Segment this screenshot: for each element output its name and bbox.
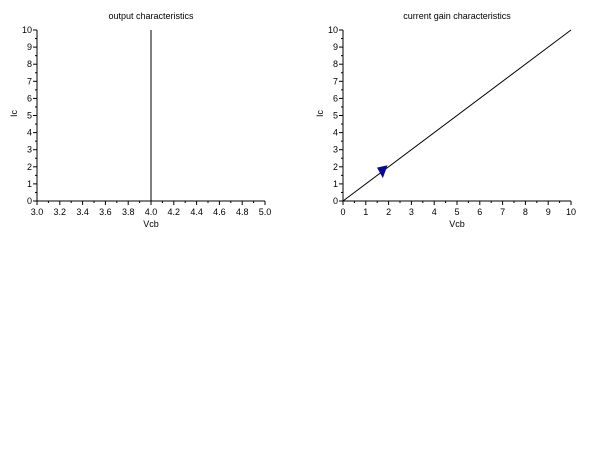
y-tick-label: 3 <box>333 145 338 155</box>
y-tick-label: 10 <box>328 25 338 35</box>
y-tick-label: 2 <box>333 162 338 172</box>
y-tick-label: 8 <box>333 59 338 69</box>
y-tick-label: 0 <box>27 196 32 206</box>
y-axis-label: Ic <box>315 110 325 118</box>
x-tick-label: 3.8 <box>122 207 135 217</box>
y-tick-label: 9 <box>27 42 32 52</box>
x-tick-label: 3.6 <box>99 207 112 217</box>
y-tick-label: 5 <box>27 111 32 121</box>
y-tick-label: 7 <box>333 76 338 86</box>
y-tick-label: 2 <box>27 162 32 172</box>
y-tick-label: 8 <box>27 59 32 69</box>
x-tick-label: 4.6 <box>213 207 226 217</box>
series-line <box>342 29 572 202</box>
y-tick-label: 0 <box>333 196 338 206</box>
arrow-marker <box>376 165 388 179</box>
y-axis-label: Ic <box>9 110 19 118</box>
output-characteristics-chart: output characteristics 0 1 2 3 4 5 6 7 8 9 10 3.0 3.2… <box>9 11 271 229</box>
x-tick-label: 1 <box>363 207 368 217</box>
x-tick-label: 2 <box>386 207 391 217</box>
x-axis-label: Vcb <box>143 219 159 229</box>
x-tick-label: 5.0 <box>259 207 272 217</box>
x-tick-label: 5 <box>454 207 459 217</box>
x-tick-label: 6 <box>477 207 482 217</box>
y-tick-label: 1 <box>27 179 32 189</box>
x-tick-label: 3 <box>409 207 414 217</box>
x-tick-label: 3.4 <box>76 207 89 217</box>
y-tick-label: 6 <box>333 93 338 103</box>
y-tick-label: 7 <box>27 76 32 86</box>
x-tick-label: 7 <box>500 207 505 217</box>
x-tick-label: 4.0 <box>145 207 158 217</box>
y-tick-label: 10 <box>22 25 32 35</box>
x-tick-label: 4 <box>432 207 437 217</box>
x-tick-label: 3.0 <box>31 207 44 217</box>
y-tick-label: 1 <box>333 179 338 189</box>
y-tick-label: 5 <box>333 111 338 121</box>
x-axis-label: Vcb <box>449 219 465 229</box>
x-tick-label: 3.2 <box>54 207 67 217</box>
x-tick-label: 9 <box>546 207 551 217</box>
y-tick-label: 4 <box>27 128 32 138</box>
chart-title: current gain characteristics <box>403 11 511 21</box>
chart-title: output characteristics <box>108 11 194 21</box>
x-tick-label: 10 <box>566 207 576 217</box>
y-tick-label: 6 <box>27 93 32 103</box>
y-tick-label: 4 <box>333 128 338 138</box>
current-gain-characteristics-chart: current gain characteristics012345678910… <box>315 11 576 229</box>
x-tick-label: 8 <box>523 207 528 217</box>
y-tick-label: 9 <box>333 42 338 52</box>
x-tick-label: 4.4 <box>190 207 203 217</box>
x-tick-label: 4.8 <box>236 207 249 217</box>
y-tick-label: 3 <box>27 145 32 155</box>
x-tick-label: 4.2 <box>168 207 181 217</box>
x-tick-label: 0 <box>340 207 345 217</box>
